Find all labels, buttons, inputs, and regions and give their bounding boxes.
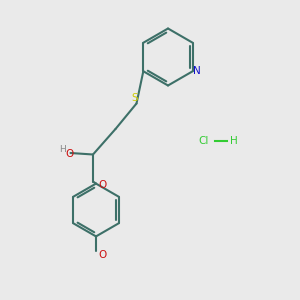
Text: H: H [59, 145, 65, 154]
Text: H: H [230, 136, 237, 146]
Text: O: O [98, 179, 107, 190]
Text: N: N [193, 66, 201, 76]
Text: O: O [65, 148, 73, 159]
Text: S: S [132, 93, 138, 103]
Text: Cl: Cl [199, 136, 209, 146]
Text: O: O [98, 250, 107, 260]
